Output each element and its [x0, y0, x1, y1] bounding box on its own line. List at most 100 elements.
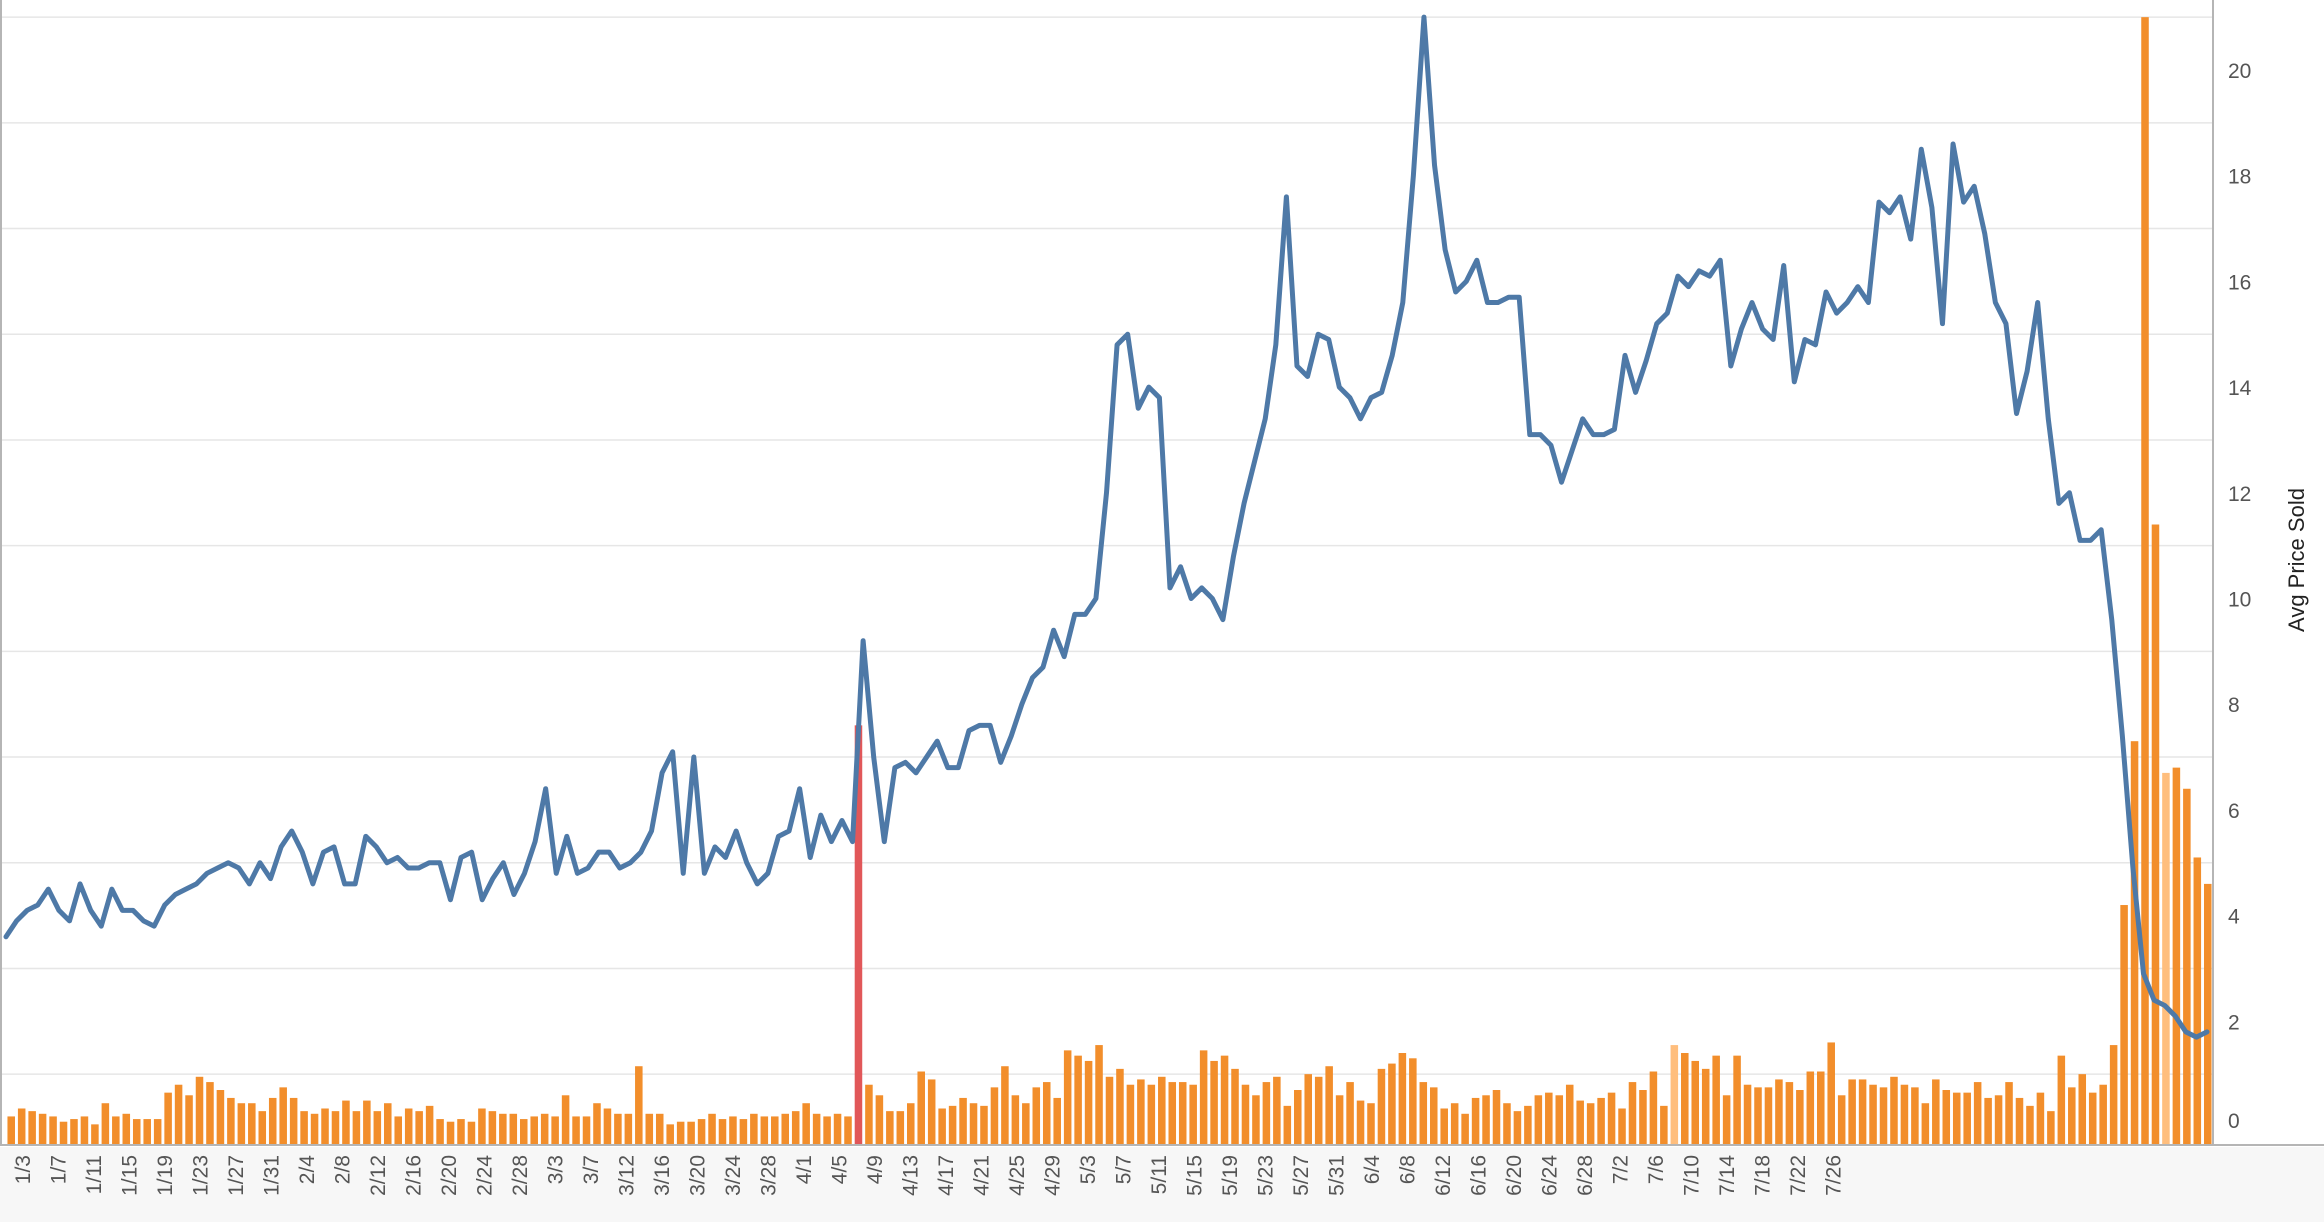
bar [1011, 1095, 1020, 1145]
bar [1670, 1045, 1679, 1145]
bar [1858, 1079, 1867, 1145]
bar [1576, 1100, 1584, 1145]
bar [750, 1113, 758, 1145]
bar [781, 1113, 790, 1145]
x-tick-label: 5/19 [1219, 1155, 1242, 1196]
bar [237, 1103, 246, 1145]
x-tick-label: 4/1 [793, 1155, 816, 1184]
bar [1419, 1082, 1428, 1145]
bar [1147, 1084, 1156, 1145]
bar [1335, 1095, 1344, 1145]
bar [927, 1079, 936, 1145]
bar [1074, 1055, 1082, 1145]
bar [1503, 1103, 1511, 1145]
bar [1231, 1068, 1239, 1145]
bar [1973, 1082, 1982, 1145]
bar [2036, 1092, 2045, 1145]
bar [917, 1071, 925, 1145]
bar [1754, 1087, 1762, 1145]
bar [206, 1082, 214, 1145]
x-tick-label: 5/3 [1077, 1155, 1100, 1184]
bar [593, 1103, 601, 1145]
bar [1806, 1071, 1815, 1145]
bar [1022, 1103, 1030, 1145]
x-tick-label: 3/3 [545, 1155, 568, 1184]
bar [1932, 1079, 1940, 1145]
bar [1524, 1105, 1532, 1145]
y-tick-label: 2 [2228, 1011, 2240, 1034]
bar [153, 1119, 162, 1145]
bar [729, 1116, 737, 1145]
bar [1168, 1082, 1177, 1145]
bar [2078, 1074, 2087, 1145]
bar [635, 1066, 643, 1145]
bar [771, 1116, 779, 1145]
bar [91, 1124, 99, 1145]
bar [1911, 1087, 1919, 1145]
bar [1126, 1084, 1135, 1145]
bar [1388, 1063, 1396, 1145]
x-tick-label: 3/28 [758, 1155, 781, 1196]
bar [760, 1116, 769, 1145]
bar [1137, 1079, 1145, 1145]
bar [1053, 1097, 1061, 1145]
bar [1848, 1079, 1856, 1145]
bar [666, 1124, 674, 1145]
bar [2151, 524, 2160, 1145]
bar [812, 1113, 821, 1145]
x-tick-label: 7/2 [1610, 1155, 1633, 1184]
bar [1984, 1097, 1992, 1145]
bar [143, 1119, 151, 1145]
bar [7, 1116, 15, 1145]
y-tick-label: 6 [2228, 800, 2240, 823]
x-tick-label: 7/10 [1681, 1155, 1704, 1196]
bar [540, 1113, 549, 1145]
x-tick-label: 3/7 [580, 1155, 603, 1184]
bar [1743, 1084, 1752, 1145]
bar [2141, 17, 2149, 1145]
x-tick-label: 7/26 [1823, 1155, 1846, 1196]
bar [645, 1113, 654, 1145]
bar [321, 1108, 329, 1145]
bar [1283, 1105, 1292, 1145]
y-tick-label: 12 [2228, 483, 2251, 506]
bar [519, 1119, 528, 1145]
bar [1921, 1103, 1930, 1145]
bar [561, 1095, 570, 1145]
bar [258, 1111, 267, 1145]
bar [1471, 1097, 1480, 1145]
bar [1869, 1084, 1877, 1145]
bar [478, 1108, 486, 1145]
bar [2099, 1084, 2107, 1145]
y-tick-label: 18 [2228, 166, 2251, 189]
bar [279, 1087, 287, 1145]
bar [2057, 1055, 2066, 1145]
x-tick-label: 7/22 [1787, 1155, 1810, 1196]
bar [28, 1111, 36, 1145]
bar [1837, 1095, 1846, 1145]
y-axis-tick-labels: 0 2 4 6 8 10 12 14 16 18 20 [2228, 60, 2252, 1133]
x-tick-label: 1/15 [119, 1155, 142, 1196]
bar [687, 1121, 695, 1145]
bar [697, 1119, 706, 1145]
bar [1398, 1053, 1407, 1145]
x-tick-label: 3/24 [722, 1155, 745, 1196]
bar [425, 1105, 434, 1145]
bar [1879, 1087, 1888, 1145]
x-tick-label: 7/6 [1645, 1155, 1668, 1184]
x-tick-label: 7/14 [1716, 1155, 1739, 1196]
bar [1429, 1087, 1438, 1145]
x-tick-label: 2/20 [438, 1155, 461, 1196]
x-tick-label: 4/5 [829, 1155, 852, 1184]
x-tick-label: 6/24 [1539, 1155, 1562, 1196]
bar [1262, 1082, 1271, 1145]
bar [1314, 1076, 1323, 1145]
bar [1785, 1082, 1794, 1145]
bar [1963, 1092, 1971, 1145]
bar [572, 1116, 580, 1145]
y-tick-label: 14 [2228, 377, 2252, 400]
x-tick-label: 3/12 [616, 1155, 639, 1196]
bar [1597, 1097, 1605, 1145]
bar [1095, 1045, 1103, 1145]
bar [2068, 1087, 2076, 1145]
